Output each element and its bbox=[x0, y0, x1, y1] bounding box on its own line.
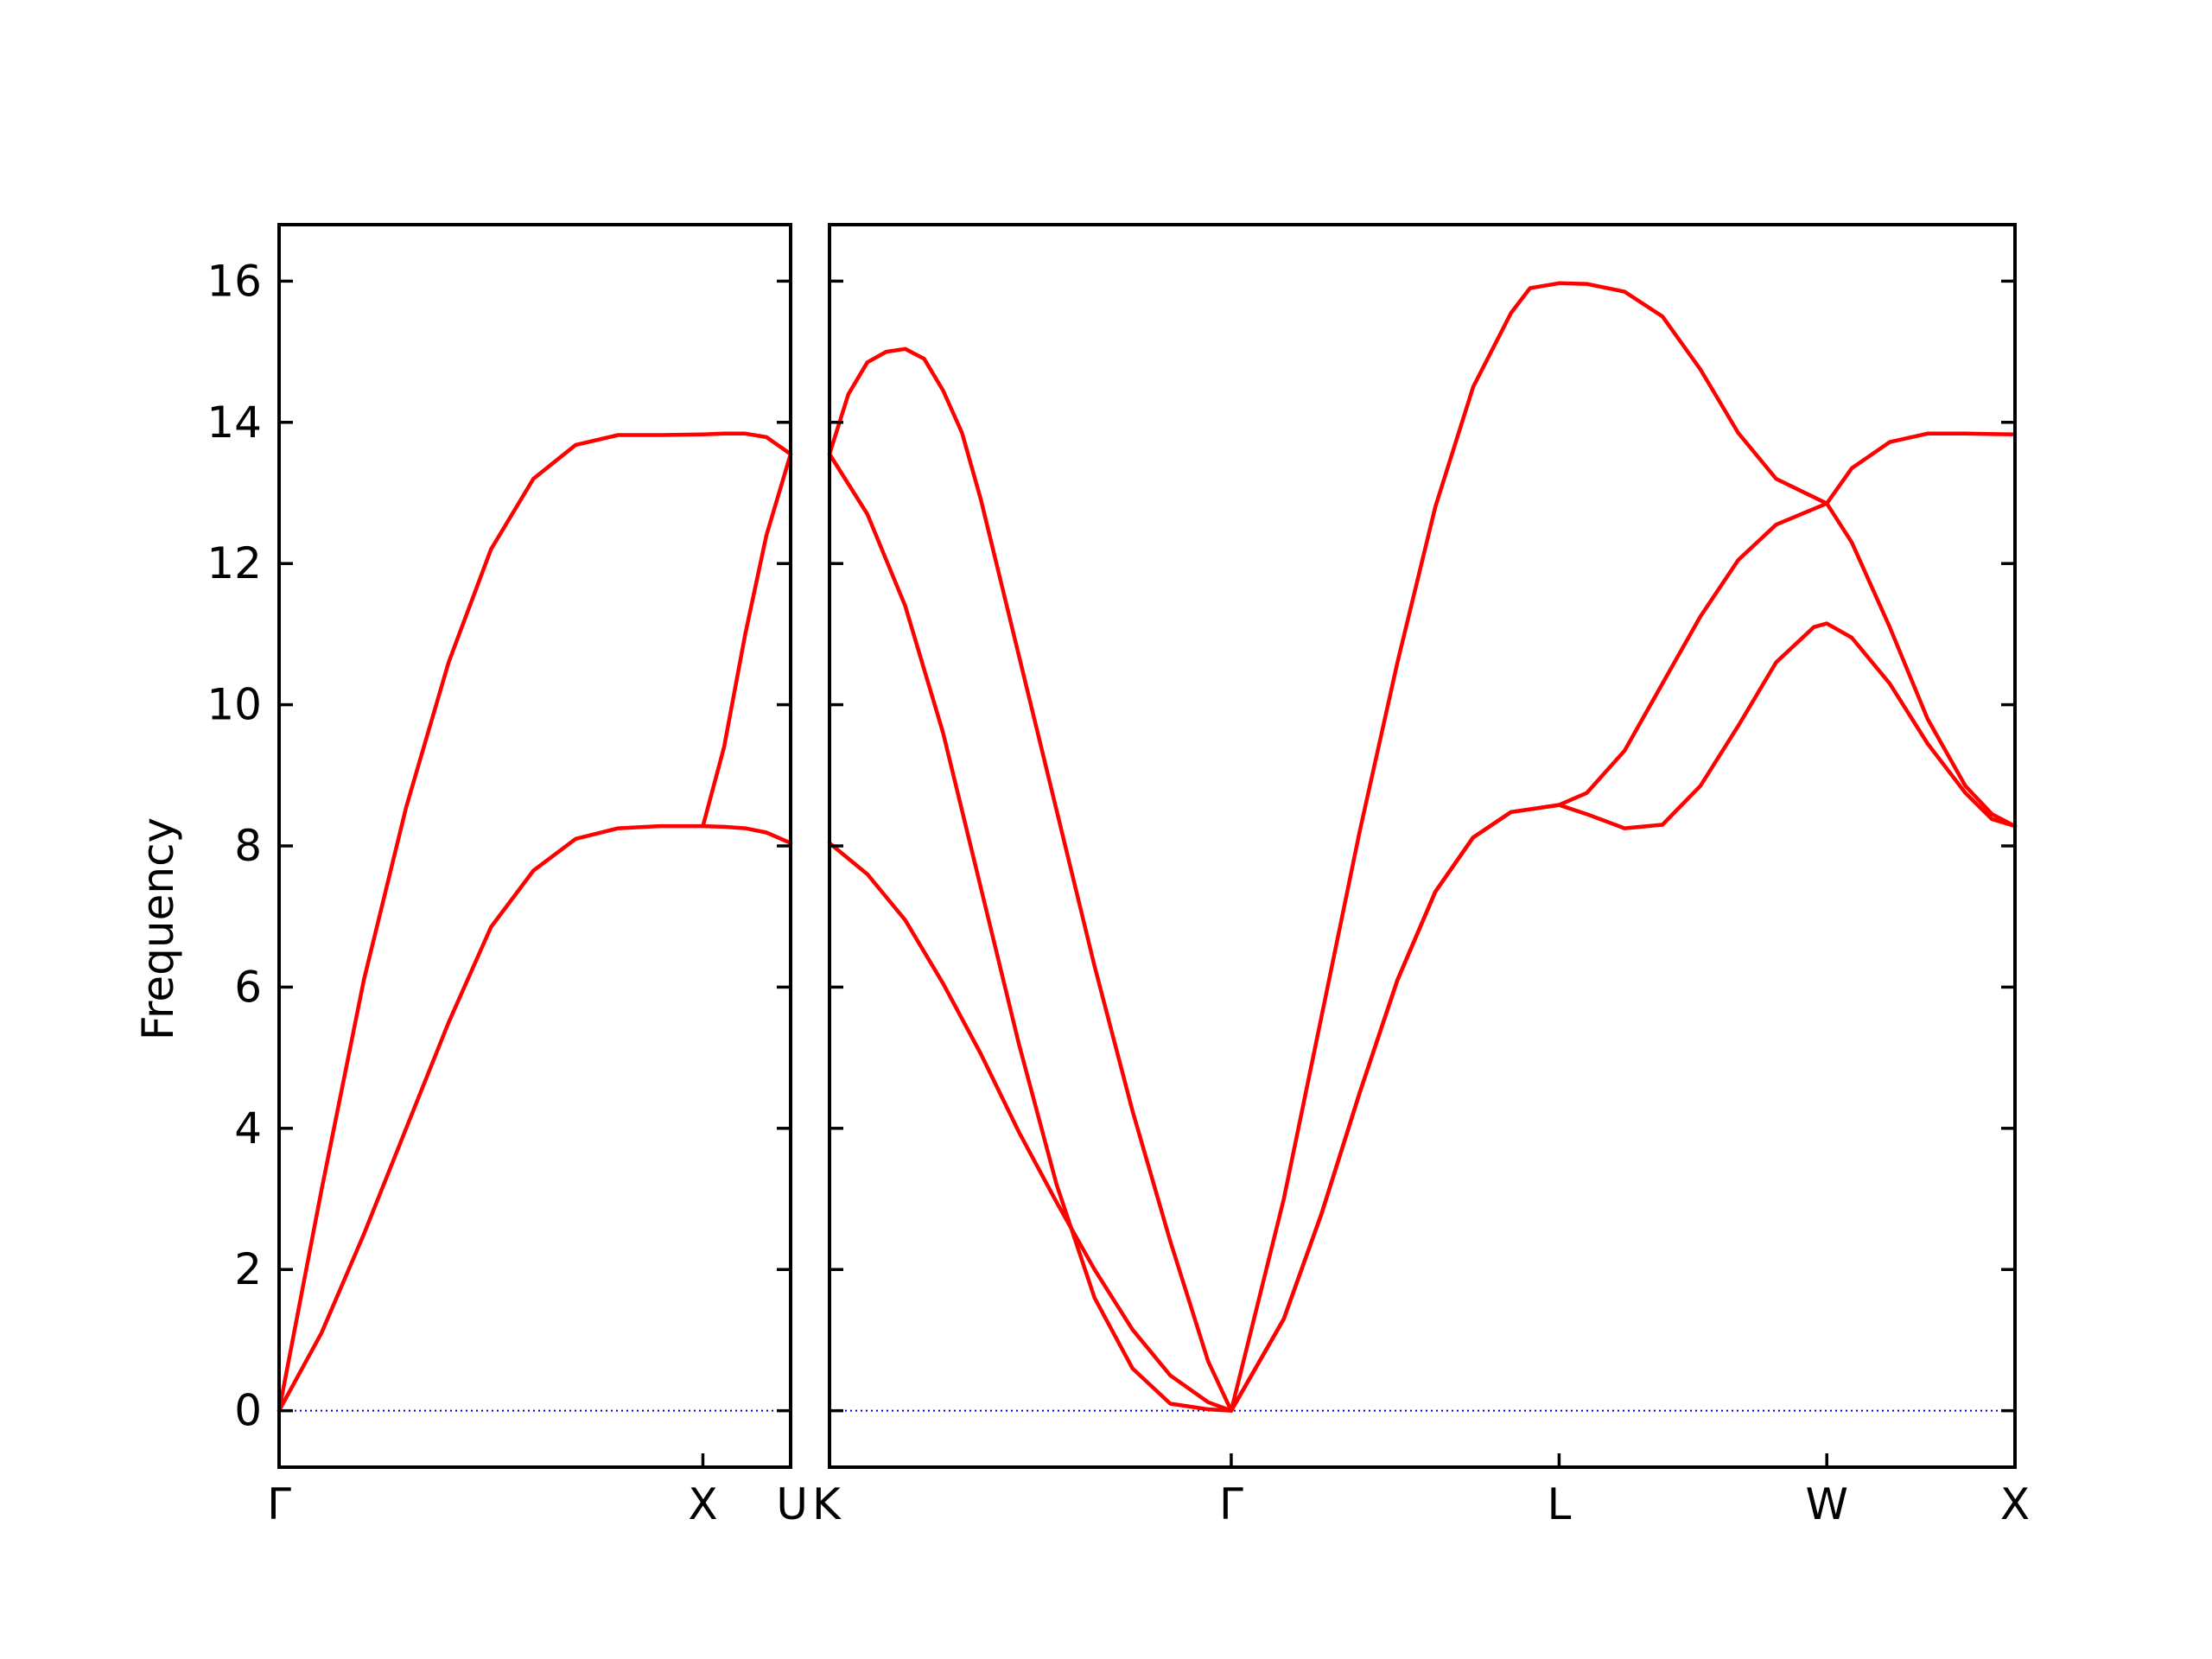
y-tick-label: 4 bbox=[234, 1103, 262, 1154]
y-tick-label: 8 bbox=[234, 821, 262, 871]
series-line-5 bbox=[1229, 501, 1829, 1413]
y-tick-label: 16 bbox=[207, 256, 262, 306]
plot-frame bbox=[828, 223, 2017, 1469]
x-tick-label: K bbox=[812, 1479, 842, 1529]
y-tick-label: 0 bbox=[234, 1386, 262, 1436]
series-line-8 bbox=[1824, 501, 2018, 829]
plot-frame bbox=[277, 223, 792, 1469]
x-tick-label: X bbox=[688, 1479, 717, 1529]
x-tick-label: X bbox=[2000, 1479, 2030, 1529]
y-tick-label: 2 bbox=[234, 1244, 262, 1294]
series-line-1 bbox=[276, 431, 793, 1413]
x-tick-label: Γ bbox=[267, 1479, 291, 1529]
y-tick-label: 14 bbox=[207, 397, 262, 448]
series-line-2 bbox=[827, 452, 1234, 1413]
series-line-4 bbox=[1229, 281, 1829, 1413]
series-line-3 bbox=[827, 841, 1234, 1413]
x-tick-label: L bbox=[1547, 1479, 1571, 1529]
series-line-3 bbox=[701, 452, 793, 829]
series-line-7 bbox=[1824, 431, 2018, 505]
series-line-6 bbox=[1229, 621, 2018, 1413]
x-tick-label: W bbox=[1805, 1479, 1847, 1529]
series-line-1 bbox=[827, 346, 1234, 1413]
x-tick-label: U bbox=[776, 1479, 808, 1529]
y-tick-label: 6 bbox=[234, 962, 262, 1012]
x-tick-label: Γ bbox=[1219, 1479, 1243, 1529]
left-panel: 0 2 4 6 8 10 12 14 16 Γ X U bbox=[207, 223, 808, 1529]
y-axis-label: Frequency bbox=[133, 817, 183, 1040]
y-tick-label: 12 bbox=[207, 538, 262, 588]
series-line-2 bbox=[276, 823, 793, 1413]
y-tick-label: 10 bbox=[207, 680, 262, 730]
